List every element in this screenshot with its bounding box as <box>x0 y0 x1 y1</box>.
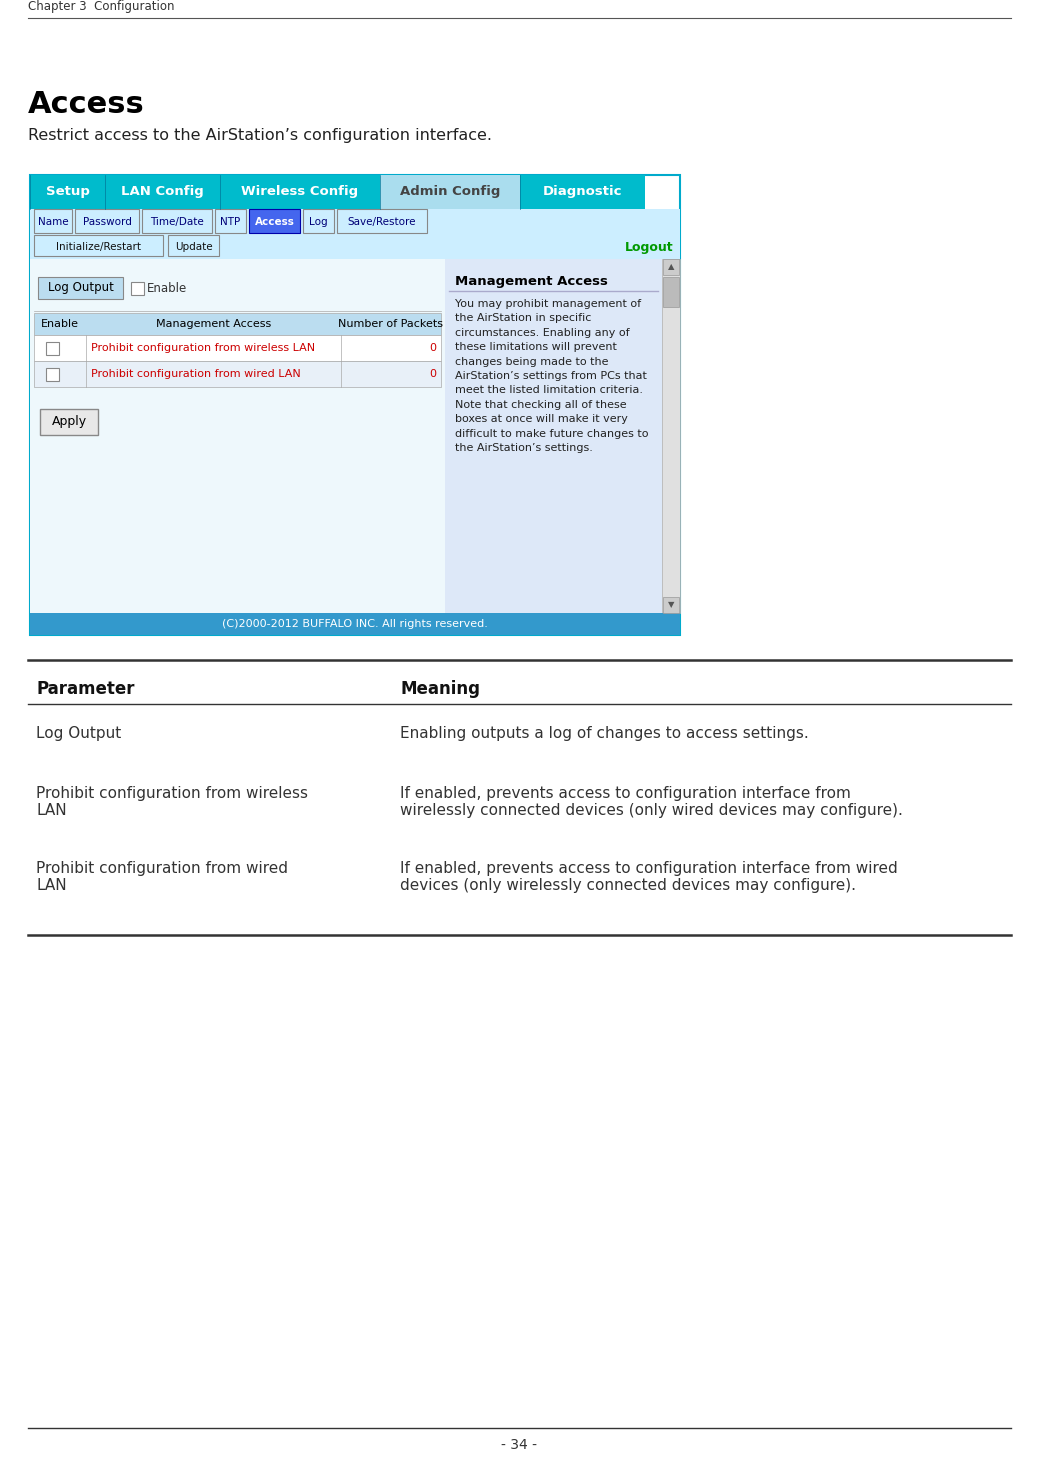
Bar <box>215 209 246 233</box>
Text: If enabled, prevents access to configuration interface from wired
devices (only : If enabled, prevents access to configura… <box>400 861 898 893</box>
Text: Update: Update <box>175 242 212 252</box>
Text: 0: 0 <box>429 343 436 353</box>
Text: Apply: Apply <box>52 416 86 429</box>
Text: (C)2000-2012 BUFFALO INC. All rights reserved.: (C)2000-2012 BUFFALO INC. All rights res… <box>222 619 488 629</box>
Bar <box>663 597 680 613</box>
Bar <box>662 260 680 613</box>
Bar <box>520 175 645 209</box>
Bar <box>75 209 139 233</box>
Text: Prohibit configuration from wired LAN: Prohibit configuration from wired LAN <box>91 369 300 379</box>
Bar <box>46 341 59 355</box>
Bar <box>445 260 662 613</box>
Text: Enabling outputs a log of changes to access settings.: Enabling outputs a log of changes to acc… <box>400 727 808 741</box>
Text: Name: Name <box>37 217 69 228</box>
Text: Admin Config: Admin Config <box>400 185 500 198</box>
Bar <box>30 175 105 209</box>
Text: Log: Log <box>310 217 328 228</box>
Bar <box>39 409 98 435</box>
Text: ▼: ▼ <box>668 601 674 610</box>
Text: Prohibit configuration from wireless LAN: Prohibit configuration from wireless LAN <box>91 343 315 353</box>
Text: Restrict access to the AirStation’s configuration interface.: Restrict access to the AirStation’s conf… <box>28 128 492 143</box>
Bar <box>34 336 441 360</box>
Text: Parameter: Parameter <box>36 680 134 697</box>
Bar <box>142 209 212 233</box>
Text: Time/Date: Time/Date <box>150 217 204 228</box>
Text: Log Output: Log Output <box>36 727 122 741</box>
Bar <box>380 175 520 209</box>
Bar <box>105 175 220 209</box>
Text: Access: Access <box>28 90 144 120</box>
Bar <box>220 175 380 209</box>
Bar <box>663 277 680 306</box>
Bar <box>30 209 680 235</box>
Text: Diagnostic: Diagnostic <box>542 185 622 198</box>
Text: Access: Access <box>255 217 294 228</box>
Text: NTP: NTP <box>220 217 241 228</box>
Bar <box>34 314 441 336</box>
Text: Prohibit configuration from wireless
LAN: Prohibit configuration from wireless LAN <box>36 786 308 818</box>
Text: Log Output: Log Output <box>48 282 113 295</box>
Text: You may prohibit management of
the AirStation in specific
circumstances. Enablin: You may prohibit management of the AirSt… <box>455 299 648 452</box>
Bar <box>30 613 680 635</box>
Text: Management Access: Management Access <box>455 274 608 287</box>
Text: Initialize/Restart: Initialize/Restart <box>56 242 141 252</box>
Bar <box>303 209 334 233</box>
Bar <box>30 235 680 260</box>
Text: If enabled, prevents access to configuration interface from
wirelessly connected: If enabled, prevents access to configura… <box>400 786 903 818</box>
Bar <box>34 209 72 233</box>
Bar <box>663 260 680 274</box>
Text: Meaning: Meaning <box>400 680 480 697</box>
Text: Setup: Setup <box>46 185 89 198</box>
Text: Enable: Enable <box>146 282 187 295</box>
Text: Enable: Enable <box>41 320 79 328</box>
Bar <box>46 368 59 381</box>
Bar <box>337 209 427 233</box>
Text: - 34 -: - 34 - <box>501 1439 537 1452</box>
Text: Management Access: Management Access <box>156 320 271 328</box>
Bar <box>34 360 441 387</box>
Bar <box>168 235 219 255</box>
Bar <box>131 282 144 295</box>
Text: Prohibit configuration from wired
LAN: Prohibit configuration from wired LAN <box>36 861 288 893</box>
Text: Password: Password <box>82 217 132 228</box>
Text: Logout: Logout <box>625 241 674 254</box>
Text: Wireless Config: Wireless Config <box>241 185 358 198</box>
Bar <box>249 209 300 233</box>
Text: Save/Restore: Save/Restore <box>348 217 417 228</box>
Text: Number of Packets: Number of Packets <box>339 320 444 328</box>
Bar <box>30 260 445 613</box>
Bar <box>34 235 163 255</box>
Text: ▲: ▲ <box>668 263 674 271</box>
Text: Chapter 3  Configuration: Chapter 3 Configuration <box>28 0 175 13</box>
Bar <box>30 175 680 635</box>
Text: 0: 0 <box>429 369 436 379</box>
Bar <box>38 277 123 299</box>
Text: LAN Config: LAN Config <box>122 185 204 198</box>
